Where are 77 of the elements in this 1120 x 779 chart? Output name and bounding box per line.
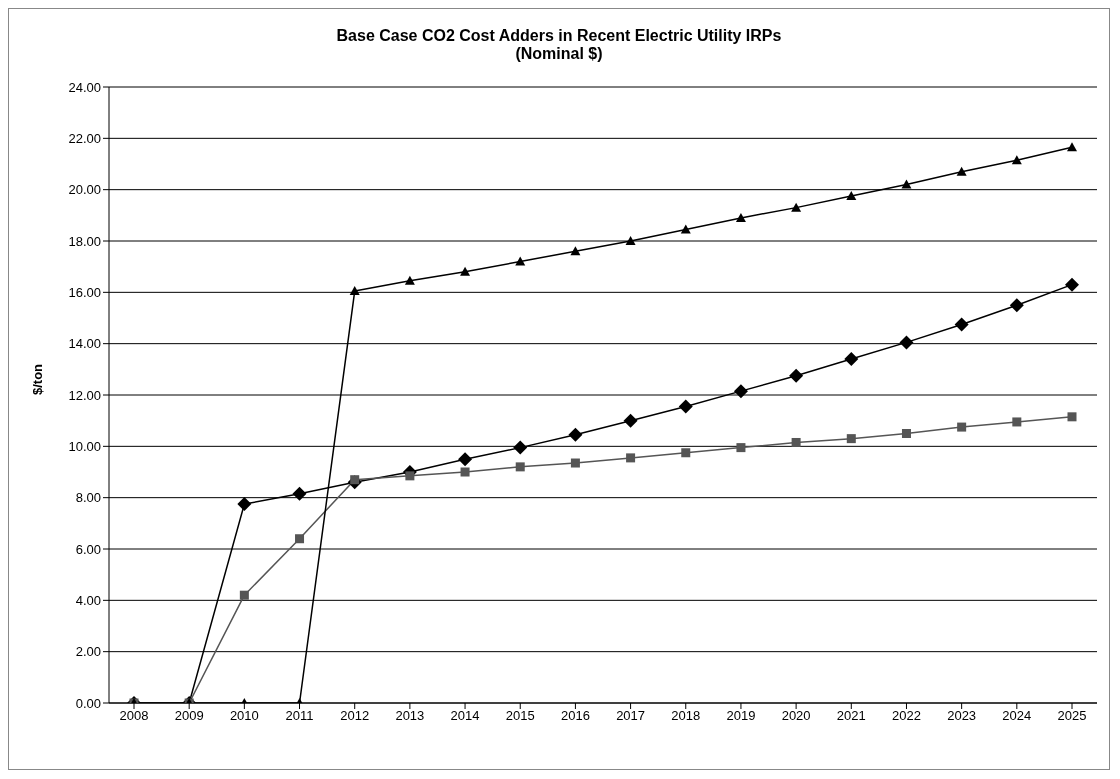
point: [901, 429, 911, 438]
x-tick-label: 2013: [395, 708, 425, 724]
point: [515, 256, 526, 266]
point: [1012, 417, 1022, 427]
x-tick-label: 2022: [892, 708, 921, 724]
point: [735, 212, 746, 222]
point: [458, 452, 473, 467]
x-tick-label: 2009: [174, 708, 204, 724]
y-tick-label: 0.00: [75, 695, 101, 711]
point: [460, 467, 470, 477]
point: [568, 427, 583, 442]
point: [1067, 142, 1077, 152]
point: [736, 443, 746, 453]
point: [405, 471, 415, 481]
point: [733, 384, 748, 399]
point: [626, 453, 636, 463]
y-tick-label: 4.00: [75, 592, 101, 608]
point: [901, 179, 912, 189]
point: [789, 368, 804, 383]
y-tick-label: 14.00: [68, 336, 101, 352]
y-tick-label: 8.00: [75, 490, 101, 506]
point: [957, 422, 967, 432]
x-tick-label: 2024: [1002, 708, 1032, 724]
point: [1065, 277, 1079, 292]
y-tick-label: 20.00: [68, 182, 101, 198]
x-tick-label: 2025: [1057, 708, 1087, 724]
y-tick-label: 24.00: [68, 79, 101, 95]
point: [570, 246, 581, 256]
x-tick-label: 2017: [616, 708, 646, 724]
point: [1011, 155, 1022, 165]
chart-subtitle: (Nominal $): [514, 45, 604, 63]
point: [237, 497, 252, 512]
point: [623, 413, 638, 428]
x-tick-label: 2014: [450, 708, 480, 724]
point: [954, 317, 969, 332]
y-tick-label: 6.00: [75, 541, 101, 557]
point: [899, 335, 914, 350]
point: [349, 286, 360, 296]
x-tick-label: 2015: [505, 708, 535, 724]
x-tick-label: 2020: [781, 708, 811, 724]
point: [791, 437, 801, 447]
point: [513, 440, 528, 455]
point: [846, 434, 856, 444]
x-tick-label: 2019: [726, 708, 756, 724]
x-tick-label: 2023: [947, 708, 977, 724]
point: [292, 486, 307, 501]
x-tick-label: 2010: [229, 708, 259, 724]
x-tick-label: 2018: [671, 708, 701, 724]
point: [678, 399, 693, 414]
point: [681, 448, 691, 458]
point: [625, 236, 636, 245]
y-tick-label: 16.00: [68, 284, 101, 300]
y-tick-label: 2.00: [75, 644, 101, 660]
point: [515, 462, 525, 472]
point: [956, 166, 967, 176]
x-tick-label: 2011: [285, 708, 314, 724]
y-axis-title: $/ton: [29, 363, 45, 395]
y-tick-label: 22.00: [68, 130, 101, 146]
point: [404, 275, 415, 285]
point: [570, 458, 580, 468]
x-tick-label: 2021: [836, 708, 866, 724]
point: [791, 202, 802, 212]
point: [680, 224, 691, 234]
chart-title: Base Case CO2 Cost Adders in Recent Electric Utility IRPs: [335, 26, 783, 45]
y-tick-label: 12.00: [68, 387, 101, 403]
point: [460, 266, 471, 276]
point: [844, 352, 859, 367]
point: [846, 191, 857, 201]
point: [1067, 412, 1077, 422]
x-tick-label: 2016: [560, 708, 590, 724]
x-tick-label: 2012: [340, 708, 370, 724]
x-tick-label: 2008: [119, 708, 149, 724]
point: [295, 534, 305, 544]
point: [1009, 298, 1024, 313]
point: [239, 590, 249, 600]
y-tick-label: 10.00: [68, 438, 101, 454]
y-tick-label: 18.00: [68, 233, 101, 249]
